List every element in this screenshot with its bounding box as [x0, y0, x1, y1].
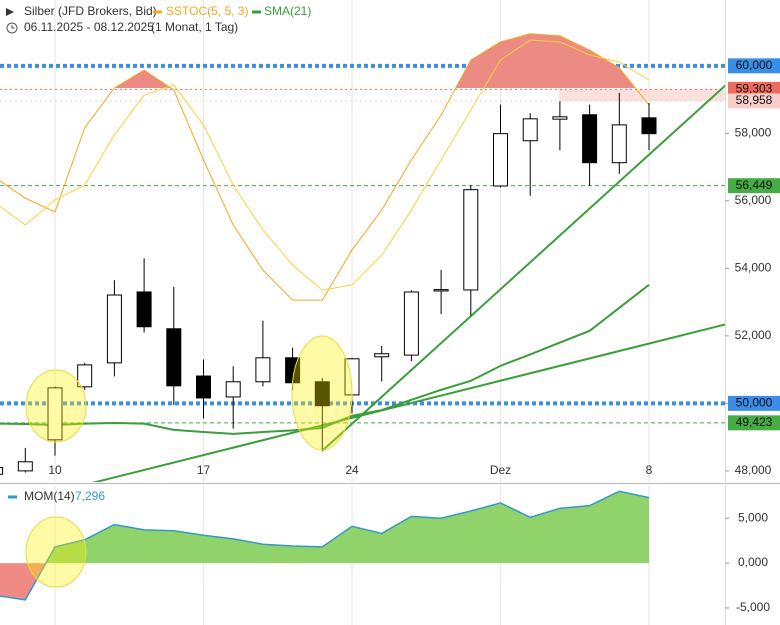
y-tick-label: 54,000 [735, 261, 772, 275]
price-label: 60,000 [736, 58, 773, 72]
mom-line [0, 490, 650, 601]
current-value: 7,296 [75, 489, 105, 503]
right-axis: 48,000 50,000 52,000 54,000 56,000 58,000 60,0… [725, 58, 780, 614]
highlights [25, 335, 353, 588]
stoch-d-line [0, 39, 650, 291]
chart-title: Silber (JFD Brokers, Bid) [24, 4, 157, 18]
candle-body [314, 381, 330, 407]
x-tick-label: 8 [646, 463, 653, 477]
y-tick-label: 58,000 [735, 126, 772, 140]
legend-label: SSTOC(5, 5, 3) [166, 4, 248, 18]
price-zone [559, 89, 725, 101]
x-tick-label: 17 [197, 463, 211, 477]
price-label-box [728, 395, 780, 411]
legend-label: SMA(21) [264, 4, 311, 18]
mom-area-up [0, 491, 649, 564]
y-tick-label: 52,000 [735, 328, 772, 342]
legend-label: MOM(14) [24, 489, 75, 503]
price-label: 59,303 [736, 82, 773, 96]
trendlines [91, 84, 725, 482]
legend: Silber (JFD Brokers, Bid) SSTOC(5, 5, 3)… [6, 4, 311, 503]
candle-body [552, 116, 568, 120]
candle-body [255, 357, 271, 383]
x-tick-label: 24 [345, 463, 359, 477]
date-range: 06.11.2025 - 08.12.2025 [24, 20, 154, 34]
price-label: 49,423 [736, 415, 773, 429]
candle-body [136, 291, 152, 328]
legend-icon [6, 8, 14, 16]
price-label-box [728, 178, 780, 194]
candle-body [374, 353, 390, 358]
candle-body [433, 289, 449, 292]
clock-icon [11, 25, 15, 29]
overbought-fill [0, 33, 649, 88]
candle-body [463, 189, 479, 291]
price-label-box [728, 81, 780, 97]
y-tick-label: -5,000 [736, 600, 770, 614]
candle-body [493, 133, 508, 187]
candle-body [77, 364, 93, 388]
candle-body [166, 328, 182, 387]
highlight [291, 335, 353, 451]
price-label: 56,449 [736, 178, 773, 192]
price-label-box [728, 93, 780, 109]
y-tick-label: 0,000 [738, 555, 768, 569]
trendline [91, 323, 725, 482]
candle-body [225, 381, 241, 398]
stoch-k-line [0, 33, 650, 301]
x-tick-label: Dez [490, 463, 511, 477]
price-label-box [728, 58, 780, 74]
candle-body [582, 114, 598, 164]
candle-body [106, 294, 122, 364]
candle-body [0, 466, 4, 475]
candle-body [47, 387, 63, 441]
highlight [25, 516, 87, 588]
candle-body [641, 117, 657, 135]
y-tick-label: 5,000 [738, 510, 768, 524]
candle-body [17, 461, 33, 472]
price-label: 58,958 [736, 93, 773, 107]
y-tick-label: 56,000 [735, 193, 772, 207]
candle-body [522, 118, 538, 142]
momentum-panel [0, 485, 650, 625]
x-tick-label: 10 [48, 463, 62, 477]
price-label-box [728, 415, 780, 431]
clock-icon [6, 22, 18, 34]
highlight [25, 369, 87, 443]
candle-body [403, 291, 419, 356]
candle-body [196, 375, 211, 399]
y-tick-label: 48,000 [735, 463, 772, 477]
trendline [321, 84, 725, 452]
period: (1 Monat, 1 Tag) [151, 20, 238, 34]
candle-body [611, 124, 627, 164]
price-label: 50,000 [736, 396, 773, 410]
price-marks [0, 92, 657, 475]
